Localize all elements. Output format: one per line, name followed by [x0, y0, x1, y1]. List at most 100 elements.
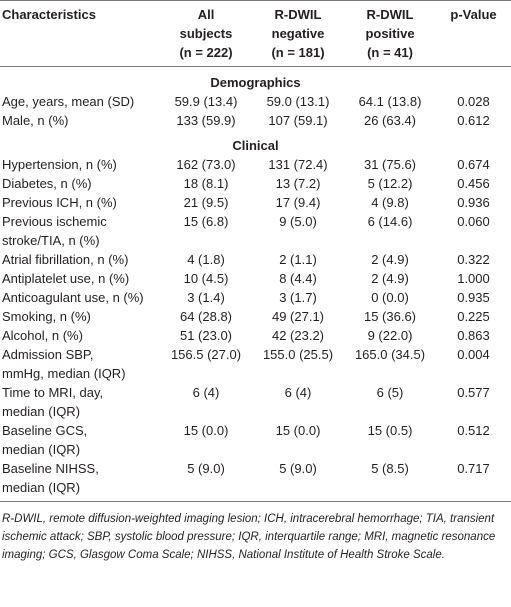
row-label: Smoking, n (%) [0, 307, 160, 326]
row-label: Previous ICH, n (%) [0, 193, 160, 212]
cell: 0.577 [457, 385, 490, 400]
section-label: Demographics [210, 75, 301, 90]
cell: 6 (4) [284, 385, 312, 400]
row-label: Baseline GCS, median (IQR) [0, 421, 160, 459]
cell: 13 (7.2) [275, 176, 321, 191]
label-line: Diabetes, n (%) [2, 176, 92, 191]
data-row: Previous ICH, n (%) 21 (9.5) 17 (9.4) 4 (9.… [0, 193, 511, 212]
cell: 18 (8.1) [183, 176, 229, 191]
header-line: (n = 222) [179, 45, 233, 60]
label-line: Atrial fibrillation, n (%) [2, 252, 129, 267]
label-line: Age, years, mean (SD) [2, 94, 135, 109]
cell: 2 (4.9) [371, 252, 409, 267]
row-label: Admission SBP, mmHg, median (IQR) [0, 345, 160, 383]
data-row: Diabetes, n (%) 18 (8.1) 13 (7.2) 5 (12.2) 0… [0, 174, 511, 193]
label-line: Smoking, n (%) [2, 309, 91, 324]
cell: 59.9 (13.4) [174, 94, 238, 109]
label-line: Antiplatelet use, n (%) [2, 271, 130, 286]
row-label: Alcohol, n (%) [0, 326, 160, 345]
data-row: Alcohol, n (%) 51 (23.0) 42 (23.2) 9 (22.0)… [0, 326, 511, 345]
cell: 1.000 [457, 271, 490, 286]
row-label: Age, years, mean (SD) [0, 92, 160, 111]
cell: 42 (23.2) [271, 328, 325, 343]
cell: 0.935 [457, 290, 490, 305]
label-line: median (IQR) [2, 404, 81, 419]
data-row: Age, years, mean (SD) 59.9 (13.4) 59.0 (13… [0, 92, 511, 111]
cell: 5 (9.0) [187, 461, 225, 476]
label-line: Hypertension, n (%) [2, 157, 117, 172]
cell: 2 (4.9) [371, 271, 409, 286]
column-header: Characteristics [0, 1, 160, 67]
row-label: Hypertension, n (%) [0, 155, 160, 174]
cell: 156.5 (27.0) [170, 347, 242, 362]
cell: 133 (59.9) [176, 113, 236, 128]
column-header: R-DWIL positive (n = 41) [344, 1, 436, 67]
row-label: Baseline NIHSS, median (IQR) [0, 459, 160, 502]
table-body: Demographics Age, years, mean (SD) 59.9 (1… [0, 67, 511, 502]
cell: 4 (9.8) [371, 195, 409, 210]
data-row: Baseline GCS, median (IQR) 15 (0.0) 15 (0.0… [0, 421, 511, 459]
column-header: All subjects (n = 222) [160, 1, 252, 67]
cell: 31 (75.6) [363, 157, 417, 172]
label-line: Previous ischemic [2, 214, 107, 229]
cell: 51 (23.0) [179, 328, 233, 343]
cell: 0.612 [457, 113, 490, 128]
cell: 49 (27.1) [271, 309, 325, 324]
cell: 165.0 (34.5) [354, 347, 426, 362]
cell: 2 (1.1) [279, 252, 317, 267]
label-line: Baseline NIHSS, [2, 461, 99, 476]
row-label: Male, n (%) [0, 111, 160, 130]
cell: 6 (4) [192, 385, 220, 400]
row-label: Anticoagulant use, n (%) [0, 288, 160, 307]
row-label: Previous ischemic stroke/TIA, n (%) [0, 212, 160, 250]
label-line: median (IQR) [2, 480, 81, 495]
data-row: Previous ischemic stroke/TIA, n (%) 15 (6.… [0, 212, 511, 250]
row-label: Antiplatelet use, n (%) [0, 269, 160, 288]
cell: 9 (5.0) [279, 214, 317, 229]
cell: 0.936 [457, 195, 490, 210]
row-label: Atrial fibrillation, n (%) [0, 250, 160, 269]
label-line: Admission SBP, [2, 347, 94, 362]
column-header: R-DWIL negative (n = 181) [252, 1, 344, 67]
header-line: positive [365, 26, 415, 41]
label-line: Time to MRI, day, [2, 385, 104, 400]
cell: 5 (9.0) [279, 461, 317, 476]
cell: 59.0 (13.1) [266, 94, 330, 109]
data-row: Anticoagulant use, n (%) 3 (1.4) 3 (1.7) 0 … [0, 288, 511, 307]
cell: 0.512 [457, 423, 490, 438]
header-line: All [197, 7, 215, 22]
header-line: Characteristics [2, 7, 96, 22]
header-line: p-Value [450, 7, 497, 22]
cell: 0.717 [457, 461, 490, 476]
section-label: Clinical [232, 138, 279, 153]
cell: 131 (72.4) [268, 157, 328, 172]
cell: 0 (0.0) [371, 290, 409, 305]
cell: 6 (14.6) [367, 214, 413, 229]
data-row: Admission SBP, mmHg, median (IQR) 156.5 (2… [0, 345, 511, 383]
section-row: Clinical [0, 130, 511, 155]
data-row: Atrial fibrillation, n (%) 4 (1.8) 2 (1.1)… [0, 250, 511, 269]
label-line: Baseline GCS, [2, 423, 88, 438]
data-row: Baseline NIHSS, median (IQR) 5 (9.0) 5 (9.0… [0, 459, 511, 502]
data-table: Characteristics All subjects (n = 222) R-DWI… [0, 0, 511, 502]
cell: 8 (4.4) [279, 271, 317, 286]
label-line: median (IQR) [2, 442, 81, 457]
cell: 26 (63.4) [363, 113, 417, 128]
cell: 5 (12.2) [367, 176, 413, 191]
header-line: R-DWIL [366, 7, 414, 22]
cell: 0.863 [457, 328, 490, 343]
cell: 64.1 (13.8) [358, 94, 422, 109]
cell: 21 (9.5) [183, 195, 229, 210]
cell: 155.0 (25.5) [262, 347, 334, 362]
cell: 3 (1.7) [279, 290, 317, 305]
header-line: subjects [179, 26, 233, 41]
data-row: Antiplatelet use, n (%) 10 (4.5) 8 (4.4) 2 … [0, 269, 511, 288]
cell: 15 (0.0) [183, 423, 229, 438]
label-line: Alcohol, n (%) [2, 328, 83, 343]
header-line: (n = 181) [271, 45, 325, 60]
cell: 0.456 [457, 176, 490, 191]
header-line: (n = 41) [367, 45, 413, 60]
cell: 0.028 [457, 94, 490, 109]
cell: 162 (73.0) [176, 157, 236, 172]
